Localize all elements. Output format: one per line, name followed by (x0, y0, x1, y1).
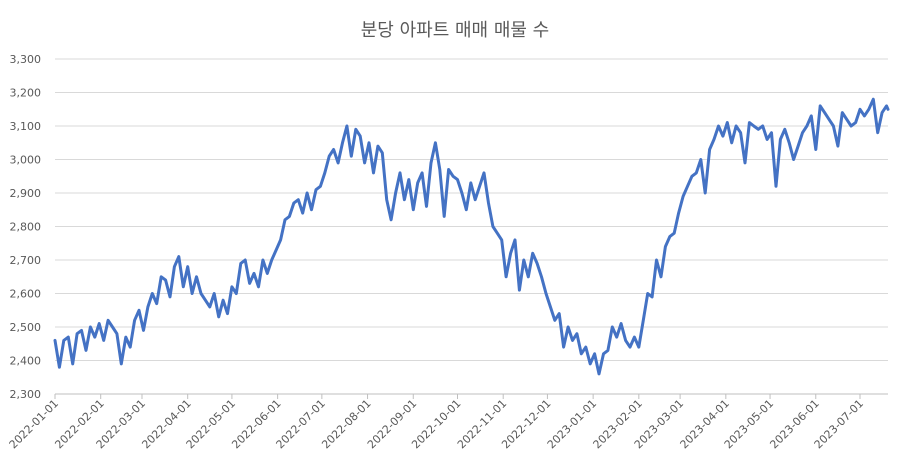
series-line (53, 97, 890, 376)
y-tick-label: 2,800 (10, 221, 42, 234)
y-tick-label: 3,300 (10, 53, 42, 66)
y-tick-label: 2,500 (10, 321, 42, 334)
y-tick-label: 3,000 (10, 154, 42, 167)
y-tick-label: 2,400 (10, 355, 42, 368)
y-tick-label: 3,200 (10, 87, 42, 100)
chart-title: 분당 아파트 매매 매물 수 (361, 20, 550, 41)
x-axis-tick-labels: 2022-01-012022-02-012022-03-012022-04-01… (7, 394, 866, 451)
y-tick-label: 2,700 (10, 254, 42, 267)
gridlines (55, 58, 888, 395)
series-layer (53, 97, 890, 376)
y-axis-tick-labels: 2,300 2,400 2,500 2,600 2,700 2,800 2,900 3,000… (10, 53, 42, 401)
y-tick-label: 2,300 (10, 388, 42, 401)
y-tick-label: 2,600 (10, 288, 42, 301)
y-tick-label: 2,900 (10, 187, 42, 200)
y-tick-label: 3,100 (10, 120, 42, 133)
